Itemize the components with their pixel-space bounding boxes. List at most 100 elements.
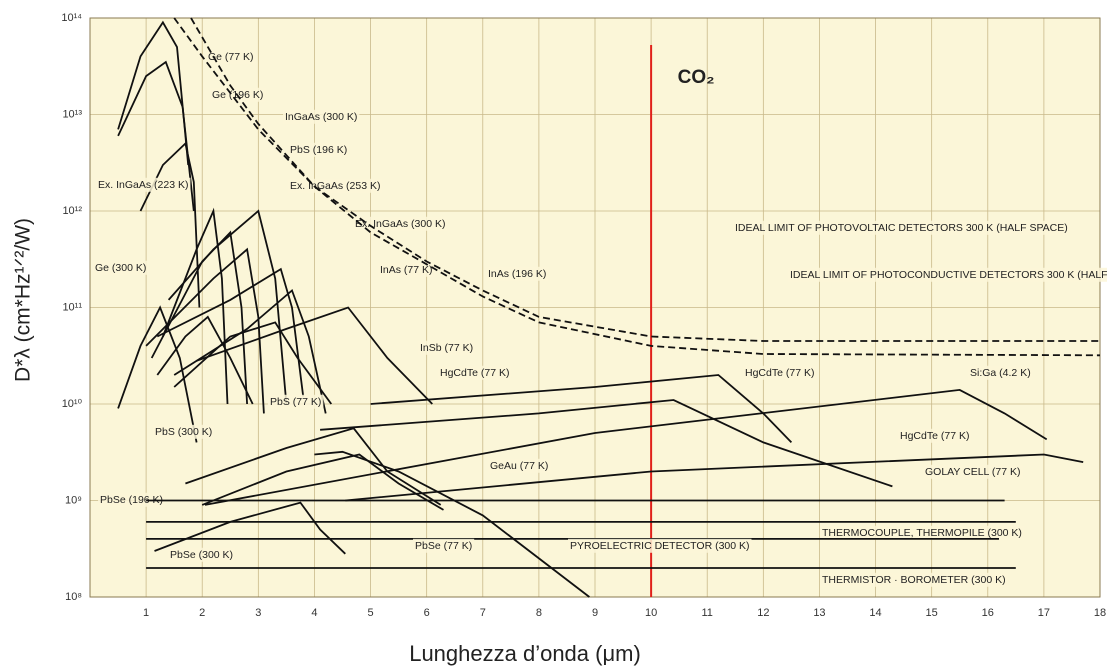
y-tick-label: 10¹² [62, 205, 82, 217]
x-axis-label: Lunghezza d’onda (μm) [409, 641, 641, 666]
series-label-box [488, 458, 551, 473]
series-line [190, 17, 1101, 357]
series-label: PbSe (77 K) [415, 540, 472, 552]
series-label: Ex. InGaAs (223 K) [98, 179, 188, 191]
series-line [370, 374, 793, 444]
series-label-box [206, 49, 256, 64]
series-label-box [968, 365, 1033, 380]
x-tick-label: 1 [143, 607, 149, 619]
x-tick-label: 9 [592, 607, 598, 619]
series-label: PbS (300 K) [155, 426, 212, 438]
series-label-box [168, 547, 236, 562]
x-tick-label: 4 [311, 607, 317, 619]
series-label: Ex. InGaAs (253 K) [290, 180, 380, 192]
series-label-box [268, 394, 324, 409]
series-label-box [743, 365, 817, 380]
series-line [145, 247, 265, 414]
series-line [204, 388, 1048, 506]
series-label: InAs (77 K) [380, 264, 433, 276]
series-label-box [788, 267, 1107, 282]
x-tick-label: 2 [199, 607, 205, 619]
x-tick-label: 17 [1038, 607, 1050, 619]
series-line [154, 501, 346, 555]
series-label-box [153, 424, 215, 439]
series-label-box [438, 365, 512, 380]
x-tick-label: 14 [869, 607, 881, 619]
x-tick-label: 5 [367, 607, 373, 619]
series-label-box [898, 428, 972, 443]
x-tick-label: 6 [424, 607, 430, 619]
series-label: IDEAL LIMIT OF PHOTOVOLTAIC DETECTORS 30… [735, 222, 1068, 234]
series-line [117, 20, 190, 166]
series-line [117, 305, 198, 443]
y-tick-label: 10¹⁰ [62, 398, 83, 410]
series-line [167, 209, 288, 405]
series-label-box [98, 492, 166, 507]
series-label: THERMISTOR · BOROMETER (300 K) [822, 574, 1006, 586]
series-label: GOLAY CELL (77 K) [925, 466, 1021, 478]
series-line [162, 207, 229, 405]
series-label-box [486, 266, 549, 281]
series-label: PbSe (300 K) [170, 549, 233, 561]
series-label-box [378, 262, 435, 277]
series-label: InAs (196 K) [488, 268, 546, 280]
series-label: InSb (77 K) [420, 342, 473, 354]
x-tick-label: 11 [702, 607, 713, 619]
series-label: PbSe (196 K) [100, 494, 163, 506]
x-tick-label: 8 [536, 607, 542, 619]
x-tick-label: 16 [982, 607, 994, 619]
x-tick-label: 12 [757, 607, 769, 619]
series-label: PbS (77 K) [270, 396, 321, 408]
annotation-text: CO₂ [678, 67, 715, 88]
x-tick-label: 18 [1094, 607, 1106, 619]
series-line [345, 453, 1084, 502]
series-label: PbS (196 K) [290, 144, 347, 156]
series-label-box [568, 538, 752, 553]
series-line [156, 267, 305, 397]
series-label-box [418, 340, 476, 355]
series-line [320, 399, 893, 488]
series-line [117, 60, 195, 212]
series-label: Si:Ga (4.2 K) [970, 367, 1031, 379]
series-line [156, 315, 254, 405]
series-label: InGaAs (300 K) [285, 111, 357, 123]
y-axis-label: D*λ (cm*Hz¹ᐟ²/W) [12, 218, 35, 382]
x-tick-label: 15 [926, 607, 938, 619]
series-label-box [96, 177, 191, 192]
series-label: GeAu (77 K) [490, 460, 548, 472]
series-label: HgCdTe (77 K) [900, 430, 969, 442]
x-tick-label: 13 [813, 607, 825, 619]
y-tick-label: 10⁹ [65, 494, 82, 506]
series-label-box [413, 538, 475, 553]
series-label: HgCdTe (77 K) [440, 367, 509, 379]
series-label-box [93, 260, 149, 275]
series-label: IDEAL LIMIT OF PHOTOCONDUCTIVE DETECTORS… [790, 269, 1107, 281]
y-tick-label: 10¹³ [62, 108, 82, 120]
series-line [185, 427, 442, 506]
series-line [201, 453, 444, 511]
plot-frame [89, 17, 1101, 598]
series-label: Ge (77 K) [208, 51, 254, 63]
series-label-box [288, 142, 350, 157]
series-line [150, 230, 248, 405]
series-line [173, 17, 1100, 342]
series-line [196, 306, 433, 405]
series-label-box [820, 572, 1008, 587]
series-label: HgCdTe (77 K) [745, 367, 814, 379]
series-label-box [923, 464, 1023, 479]
series-label-box [283, 109, 360, 124]
y-tick-label: 10¹¹ [62, 301, 82, 313]
x-tick-label: 7 [480, 607, 486, 619]
y-tick-label: 10⁸ [65, 591, 82, 603]
series-label: PYROELECTRIC DETECTOR (300 K) [570, 540, 750, 552]
y-tick-label: 10¹⁴ [61, 12, 82, 24]
series-line [314, 450, 590, 598]
series-label: THERMOCOUPLE, THERMOPILE (300 K) [822, 527, 1022, 539]
x-tick-label: 3 [255, 607, 261, 619]
series-label-box [353, 216, 448, 231]
x-tick-label: 10 [645, 607, 657, 619]
series-label-box [820, 525, 1024, 540]
series-label-box [733, 220, 1070, 235]
series-label: Ge (300 K) [95, 262, 146, 274]
